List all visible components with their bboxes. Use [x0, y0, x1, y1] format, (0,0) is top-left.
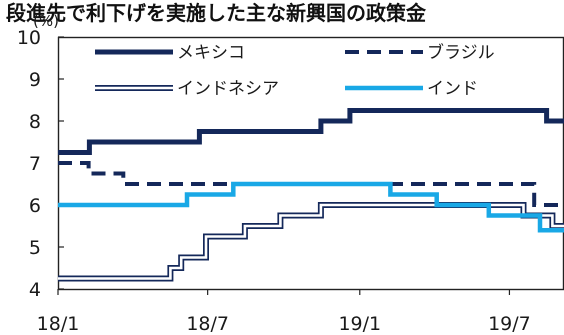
y-tick-label: 6	[29, 195, 41, 217]
series-line-0	[58, 108, 564, 155]
y-tick-label: 7	[29, 153, 41, 175]
x-tick-label: 18/1	[37, 313, 80, 335]
series-lines	[58, 108, 564, 282]
y-axis-unit-label: (%)	[33, 12, 59, 30]
legend-label-1: ブラジル	[427, 42, 495, 63]
y-tick-label: 4	[29, 279, 41, 301]
legend-label-2: インドネシア	[177, 79, 279, 99]
legend-label-0: メキシコ	[177, 43, 245, 63]
y-tick-label: 10	[17, 27, 41, 49]
series-line-1	[58, 161, 564, 207]
x-tick-label: 19/7	[488, 313, 531, 335]
chart-title: 段進先で利下げを実施した主な新興国の政策金	[6, 1, 427, 25]
y-tick-label: 8	[29, 111, 41, 133]
x-axis: 18/1 18/7 19/1 19/7	[37, 289, 531, 335]
y-tick-label: 5	[29, 237, 41, 259]
legend-label-3: インド	[427, 79, 478, 99]
y-axis: 4 5 6 7 8 9 10	[17, 27, 64, 301]
y-tick-label: 9	[29, 69, 41, 91]
x-tick-label: 18/7	[186, 313, 229, 335]
series-line-3	[58, 181, 564, 233]
x-tick-label: 19/1	[338, 313, 381, 335]
plot-frame	[57, 36, 564, 291]
